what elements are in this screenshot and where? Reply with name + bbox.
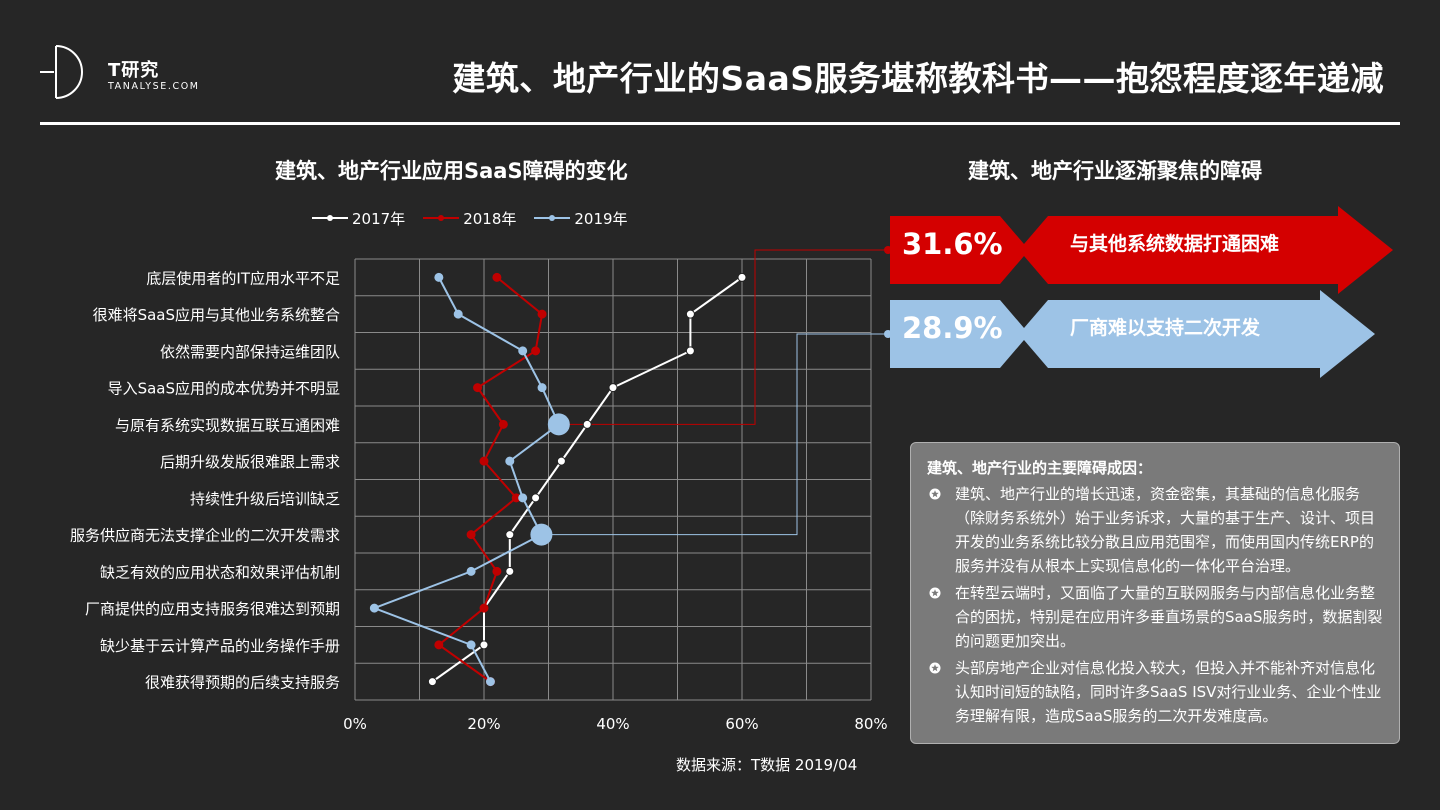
- category-label: 后期升级发版很难跟上需求: [160, 453, 340, 471]
- category-label: 导入SaaS应用的成本优势并不明显: [108, 380, 340, 398]
- x-tick-label: 20%: [467, 715, 500, 733]
- title-divider: [40, 122, 1400, 125]
- legend-swatch-2017: [312, 215, 348, 221]
- x-tick-label: 60%: [725, 715, 758, 733]
- category-label: 服务供应商无法支撑企业的二次开发需求: [70, 527, 340, 545]
- legend-label-2017: 2017年: [352, 209, 406, 228]
- category-label: 缺少基于云计算产品的业务操作手册: [100, 637, 340, 655]
- category-label: 底层使用者的IT应用水平不足: [146, 269, 340, 287]
- data-point: [737, 272, 747, 282]
- legend-item-2017: 2017年: [312, 208, 405, 229]
- reason-item: 头部房地产企业对信息化投入较大，但投入并不能补齐对信息化认知时间短的缺陷，同时许…: [927, 656, 1385, 728]
- legend-item-2019: 2019年: [534, 208, 628, 229]
- right-panel-title: 建筑、地产行业逐渐聚焦的障碍: [968, 159, 1262, 183]
- data-point: [505, 456, 515, 466]
- star-bullet-icon: [929, 587, 941, 599]
- data-point: [434, 640, 444, 650]
- data-point: [582, 419, 592, 429]
- data-point: [369, 603, 379, 613]
- data-point: [498, 419, 508, 429]
- data-point: [479, 456, 489, 466]
- data-point: [466, 566, 476, 576]
- logo-mark-icon: [40, 45, 83, 99]
- reason-text: 建筑、地产行业的增长迅速，资金密集，其基础的信息化服务（除财务系统外）始于业务诉…: [955, 485, 1376, 575]
- banner-arrow-shape-blue: [890, 290, 1375, 378]
- data-source: 数据来源：T数据 2019/04: [676, 756, 858, 774]
- series-line-2017年: [431, 276, 743, 683]
- data-point: [537, 383, 547, 393]
- data-point: [473, 383, 483, 393]
- data-point: [505, 566, 515, 576]
- data-point: [479, 603, 489, 613]
- legend-label-2019: 2019年: [574, 209, 628, 228]
- data-point: [466, 640, 476, 650]
- logo: T研究 TANALYSE.COM: [38, 44, 198, 104]
- category-label: 很难将SaaS应用与其他业务系统整合: [93, 306, 340, 324]
- legend-swatch-2019: [534, 215, 571, 221]
- reason-item: 建筑、地产行业的增长迅速，资金密集，其基础的信息化服务（除财务系统外）始于业务诉…: [927, 482, 1385, 578]
- category-label: 依然需要内部保持运维团队: [160, 343, 340, 361]
- data-point: [453, 309, 463, 319]
- reason-text: 头部房地产企业对信息化投入较大，但投入并不能补齐对信息化认知时间短的缺陷，同时许…: [955, 659, 1382, 725]
- highlight-point: [547, 413, 570, 436]
- legend-item-2018: 2018年: [423, 208, 516, 229]
- series-line-2019年: [371, 276, 561, 683]
- reason-item: 在转型云端时，又面临了大量的互联网服务与内部信息化业务整合的困扰，特别是在应用许…: [927, 581, 1385, 653]
- x-tick-label: 0%: [343, 715, 367, 733]
- series-line-2018年: [437, 276, 544, 683]
- legend-swatch-2018: [423, 215, 460, 221]
- banner-text: 厂商难以支持二次开发: [1070, 317, 1261, 339]
- logo-text: T研究: [108, 60, 160, 81]
- x-tick-label: 80%: [854, 715, 887, 733]
- category-label: 缺乏有效的应用状态和效果评估机制: [100, 563, 340, 581]
- data-point: [492, 272, 502, 282]
- banner-percent: 31.6%: [902, 227, 1003, 261]
- data-point: [518, 493, 528, 503]
- data-point: [685, 309, 695, 319]
- line-chart: 底层使用者的IT应用水平不足很难将SaaS应用与其他业务系统整合依然需要内部保持…: [70, 246, 892, 733]
- banner-data-integration: 31.6% 与其他系统数据打通困难: [890, 206, 1395, 294]
- data-point: [537, 309, 547, 319]
- reasons-title: 建筑、地产行业的主要障碍成因：: [927, 459, 1153, 477]
- star-bullet-icon: [929, 662, 941, 674]
- data-point: [518, 346, 528, 356]
- data-point: [485, 677, 495, 687]
- banner-arrow-shape-red: [890, 206, 1393, 294]
- data-point: [427, 677, 437, 687]
- chart-title: 建筑、地产行业应用SaaS障碍的变化: [275, 159, 628, 183]
- category-label: 厂商提供的应用支持服务很难达到预期: [85, 600, 340, 618]
- reason-text: 在转型云端时，又面临了大量的互联网服务与内部信息化业务整合的困扰，特别是在应用许…: [955, 584, 1383, 650]
- data-point: [531, 493, 541, 503]
- banner-secondary-dev: 28.9% 厂商难以支持二次开发: [890, 290, 1395, 378]
- category-label: 与原有系统实现数据互联互通困难: [115, 416, 340, 434]
- category-label: 持续性升级后培训缺乏: [190, 490, 340, 508]
- data-point: [531, 346, 541, 356]
- reasons-box: 建筑、地产行业的主要障碍成因： 建筑、地产行业的增长迅速，资金密集，其基础的信息…: [910, 442, 1400, 744]
- data-point: [556, 456, 566, 466]
- highlight-connector: [558, 249, 888, 425]
- chart-legend: 2017年 2018年 2019年: [312, 206, 628, 230]
- banner-text: 与其他系统数据打通困难: [1070, 233, 1280, 255]
- banner-percent: 28.9%: [902, 311, 1003, 345]
- legend-label-2018: 2018年: [463, 209, 517, 228]
- data-point: [685, 346, 695, 356]
- data-point: [434, 272, 444, 282]
- highlight-point: [530, 523, 553, 546]
- data-point: [608, 383, 618, 393]
- highlight-connector: [541, 333, 888, 536]
- x-tick-label: 40%: [596, 715, 629, 733]
- data-point: [492, 566, 502, 576]
- star-bullet-icon: [929, 488, 941, 500]
- data-point: [505, 530, 515, 540]
- logo-subtext: TANALYSE.COM: [108, 81, 200, 92]
- page-title: 建筑、地产行业的SaaS服务堪称教科书——抱怨程度逐年递减: [452, 59, 1384, 98]
- data-point: [466, 530, 476, 540]
- category-label: 很难获得预期的后续支持服务: [145, 674, 340, 692]
- data-point: [479, 640, 489, 650]
